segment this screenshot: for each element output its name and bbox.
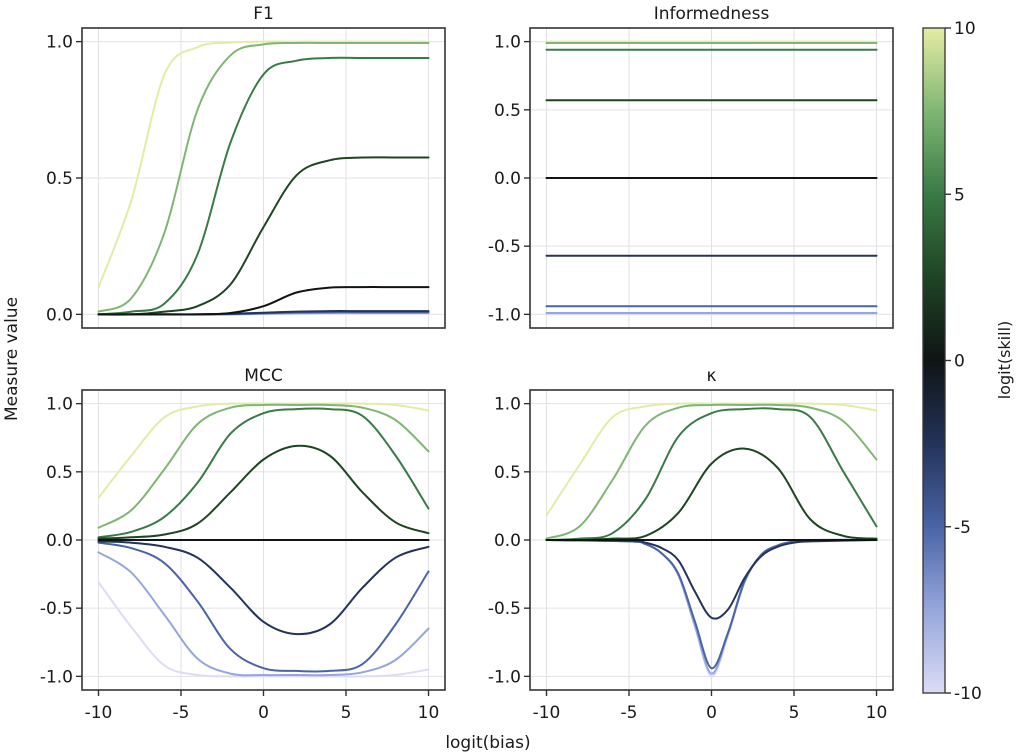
y-tick-label: 0.5 [494,101,521,121]
panel-title: κ [706,366,716,386]
panels: 0.0 0.5 1.0 F1 -1.0 -0.5 0.0 0.5 1.0 Informedness… [40,4,894,723]
series-line-skill-7p5 [545,403,878,540]
x-tick-label: -10 [533,703,561,723]
panel-title: MCC [244,366,282,386]
panel-f1: 0.0 0.5 1.0 F1 [46,4,446,329]
panel-title: F1 [253,4,274,24]
panel-kappa: -1.0 -0.5 0.0 0.5 1.0 -10 -5 0 5 10 κ [488,366,894,723]
panel-mcc: -1.0 -0.5 0.0 0.5 1.0 -10 -5 0 5 10 MCC [40,366,446,723]
series-line-skill-neg10 [97,581,430,678]
colorbar-ticks: 10 5 0 -5 -10 [945,19,982,704]
panel-informedness: -1.0 -0.5 0.0 0.5 1.0 Informedness [488,4,894,329]
colorbar-gradient [922,27,946,694]
y-tick-label: 0.5 [46,169,73,189]
series-line-skill-0 [97,286,430,316]
y-tick-label: 0.0 [46,531,73,551]
colorbar-tick-label: -10 [954,684,982,704]
colorbar: 10 5 0 -5 -10 logit(skill) [922,19,1014,704]
series-line-skill-10 [97,40,430,289]
x-tick-label: -5 [621,703,638,723]
x-tick-label: 10 [418,703,440,723]
y-tick-label: -0.5 [488,237,521,257]
x-tick-label: 10 [866,703,888,723]
series-group [545,402,878,678]
y-tick-label: 0.0 [46,305,73,325]
series-line-skill-10 [97,402,430,499]
colorbar-tick-label: -5 [954,518,971,538]
x-tick-label: 0 [258,703,269,723]
y-tick-label: 1.0 [46,33,73,53]
series-line-skill-neg7p5 [97,551,430,677]
panel-title: Informedness [654,4,770,24]
series-line-skill-7p5 [97,41,430,313]
series-line-skill-5 [97,56,430,316]
series-line-skill-neg5 [97,541,430,673]
colorbar-label: logit(skill) [995,321,1014,400]
y-tick-label: -0.5 [40,599,73,619]
y-tick-label: 0.0 [494,531,521,551]
y-tick-label: -1.0 [488,667,521,687]
x-tick-label: 0 [706,703,717,723]
y-tick-label: 1.0 [494,33,521,53]
series-line-skill-neg5 [545,538,878,670]
colorbar-tick-label: 5 [954,185,965,205]
series-group [97,40,430,316]
series-line-skill-7p5 [97,403,430,529]
series-group [97,402,430,678]
series-line-skill-2p5 [97,156,430,316]
y-axis-label: Measure value [2,297,22,421]
y-tick-label: 1.0 [494,395,521,415]
series-line-skill-2p5 [97,444,430,540]
x-tick-label: -10 [85,703,113,723]
series-line-skill-5 [97,407,430,539]
y-tick-label: 0.0 [494,169,521,189]
series-line-skill-neg2p5 [545,539,878,620]
colorbar-tick-label: 10 [954,19,976,39]
x-tick-label: 5 [789,703,800,723]
series-line-skill-neg2p5 [97,540,430,636]
x-axis-label: logit(bias) [445,733,530,753]
series-line-skill-5 [545,407,878,541]
x-tick-label: -5 [173,703,190,723]
y-tick-label: 1.0 [46,395,73,415]
y-tick-label: -1.0 [40,667,73,687]
y-tick-label: 0.5 [494,463,521,483]
y-tick-label: 0.5 [46,463,73,483]
y-tick-label: -1.0 [488,305,521,325]
colorbar-tick-label: 0 [954,352,965,372]
x-tick-label: 5 [341,703,352,723]
y-tick-label: -0.5 [488,599,521,619]
series-group [545,40,878,316]
series-line-skill-10 [545,402,878,517]
